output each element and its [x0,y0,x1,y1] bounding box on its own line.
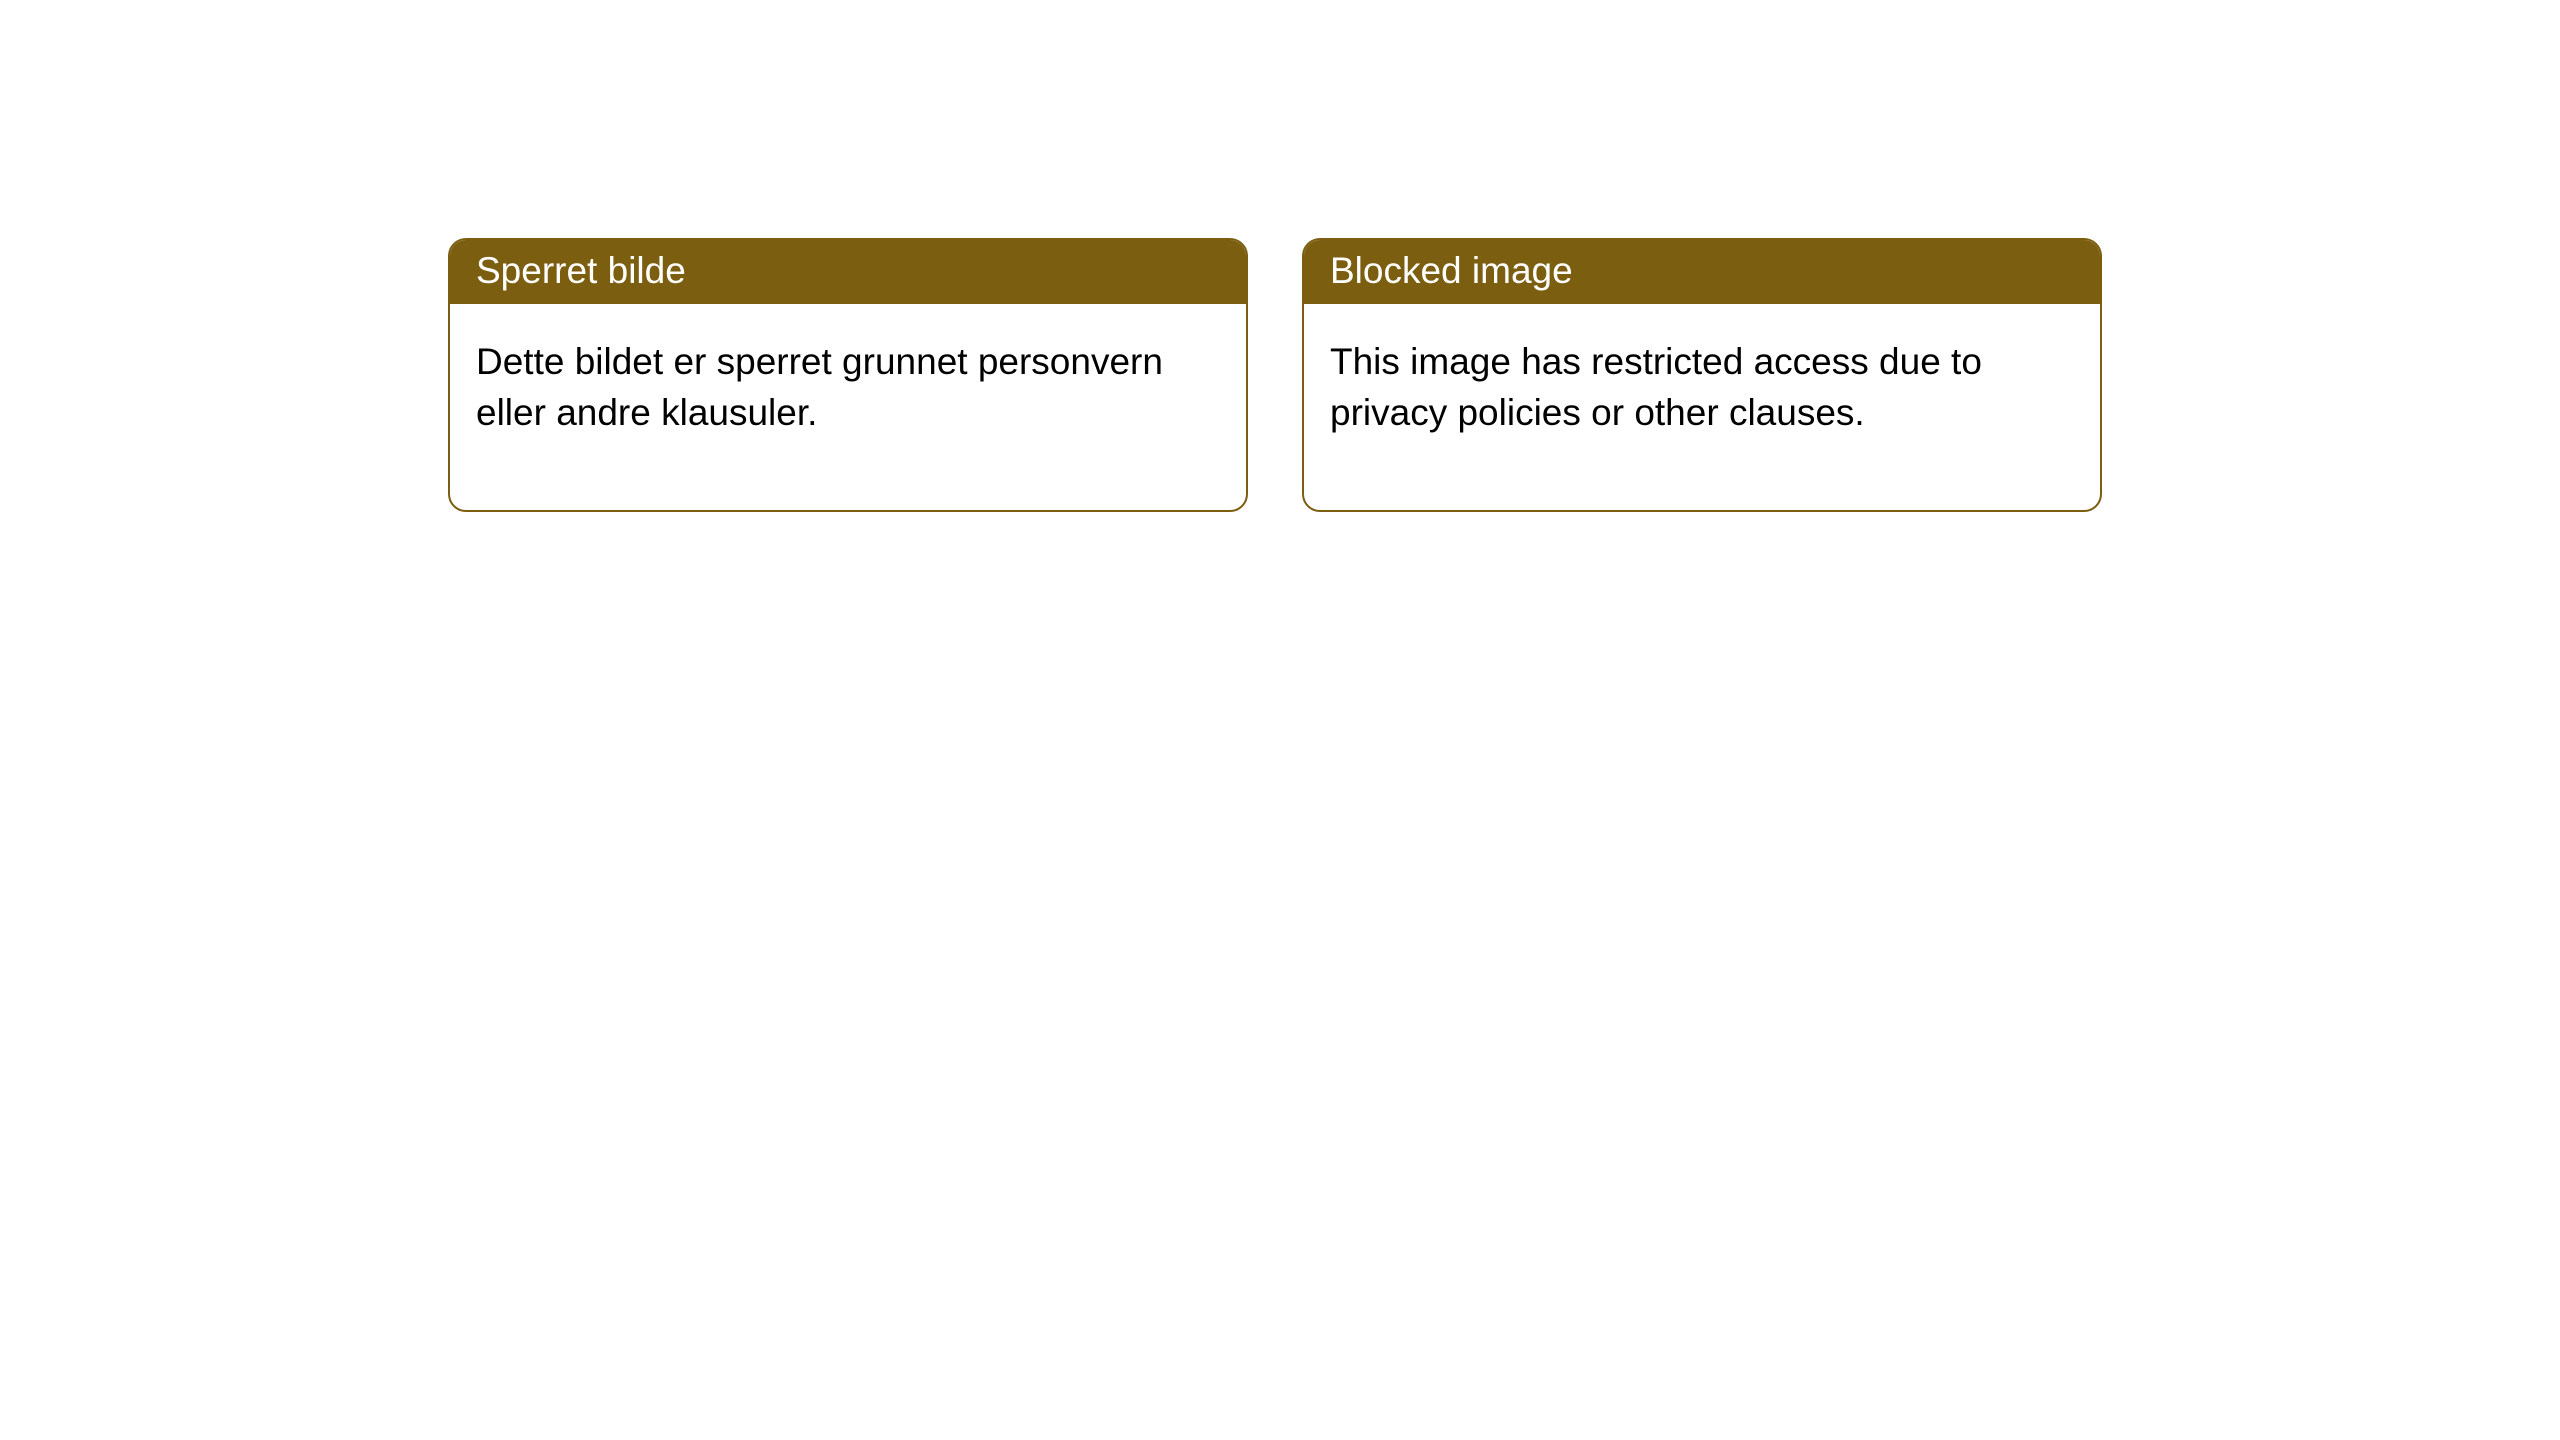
notice-title: Sperret bilde [450,240,1246,304]
notice-container: Sperret bilde Dette bildet er sperret gr… [0,0,2560,512]
notice-card-english: Blocked image This image has restricted … [1302,238,2102,512]
notice-body: Dette bildet er sperret grunnet personve… [450,304,1246,510]
notice-card-norwegian: Sperret bilde Dette bildet er sperret gr… [448,238,1248,512]
notice-body: This image has restricted access due to … [1304,304,2100,510]
notice-title: Blocked image [1304,240,2100,304]
